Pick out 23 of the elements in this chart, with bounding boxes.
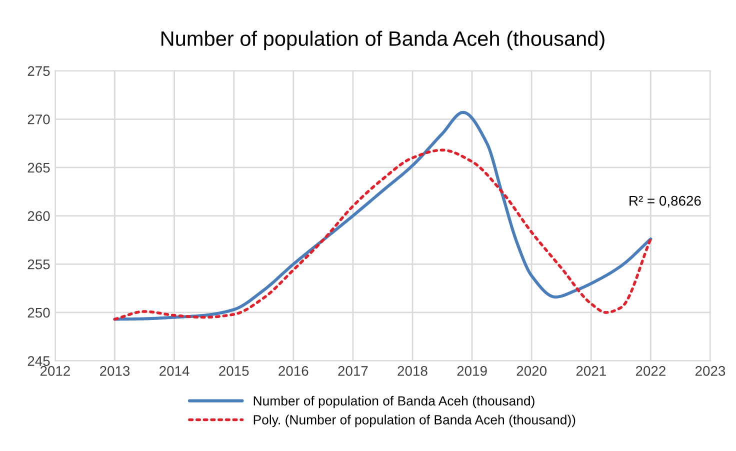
annotation: R² = 0,8626 <box>630 196 701 208</box>
legend-label: Poly. (Number of population of Banda Aceh (thousand)) <box>254 414 576 428</box>
x-tick-label: 2014 <box>160 366 190 376</box>
x-tick-label: 2023 <box>695 366 726 376</box>
x-tick-label: 2013 <box>100 366 130 376</box>
x-tick-label: 2019 <box>457 366 487 376</box>
y-tick-label: 260 <box>28 211 50 221</box>
chart-title: Number of population of Banda Aceh (thousand) <box>161 30 604 50</box>
x-tick-label: 2017 <box>338 366 368 376</box>
x-tick-label: 2022 <box>636 366 666 376</box>
x-tick-label: 2018 <box>398 366 428 376</box>
x-tick-label: 2015 <box>219 366 249 376</box>
x-tick-label: 2020 <box>516 366 546 376</box>
y-tick-label: 270 <box>28 114 50 124</box>
y-tick-label: 255 <box>28 259 50 270</box>
y-tick-label: 275 <box>28 66 50 76</box>
legend-label: Number of population of Banda Aceh (thousand) <box>254 396 534 408</box>
x-tick-label: 2012 <box>40 366 70 376</box>
x-tick-label: 2016 <box>278 366 308 376</box>
y-tick-label: 245 <box>28 356 50 366</box>
y-tick-label: 265 <box>28 162 50 173</box>
x-tick-label: 2021 <box>576 366 606 376</box>
y-tick-label: 250 <box>28 308 50 318</box>
